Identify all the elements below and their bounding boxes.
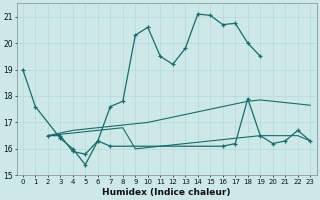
X-axis label: Humidex (Indice chaleur): Humidex (Indice chaleur) [102, 188, 231, 197]
